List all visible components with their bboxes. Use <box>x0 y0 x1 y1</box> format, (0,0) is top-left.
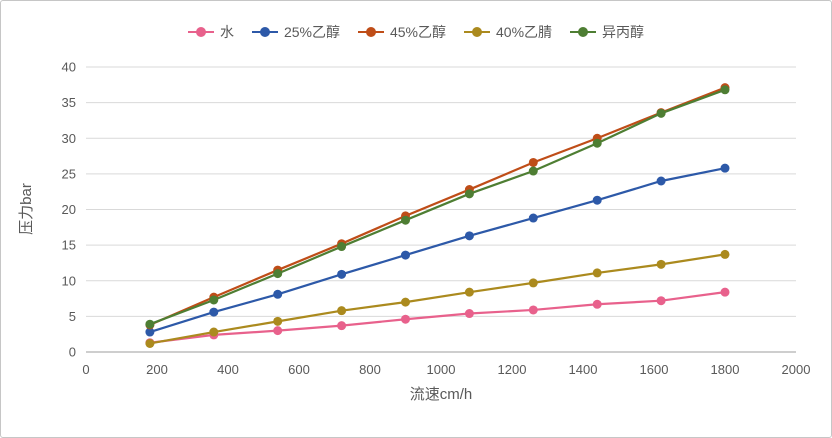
x-axis-label: 流速cm/h <box>410 386 473 403</box>
legend-marker-icon <box>464 27 491 37</box>
legend-label: 25%乙醇 <box>283 24 340 40</box>
data-point <box>401 215 410 225</box>
x-tick-label: 200 <box>146 362 168 377</box>
legend-label: 45%乙醇 <box>389 24 447 40</box>
data-point <box>720 249 730 259</box>
data-point <box>337 242 347 252</box>
data-point <box>528 157 538 167</box>
data-point <box>656 108 666 118</box>
data-point <box>273 269 283 279</box>
data-point <box>401 314 410 324</box>
data-point <box>273 316 283 326</box>
data-point <box>401 250 410 260</box>
data-point <box>720 163 730 173</box>
y-tick-label: 10 <box>62 273 76 288</box>
series-line <box>149 86 726 326</box>
data-point <box>592 195 602 205</box>
series-line <box>149 167 726 334</box>
y-tick-label: 30 <box>62 131 76 146</box>
legend-label: 40%乙腈 <box>496 24 553 40</box>
legend-marker-icon <box>187 27 214 37</box>
data-point <box>656 176 666 186</box>
x-tick-label: 800 <box>359 362 381 377</box>
data-point <box>720 85 730 95</box>
data-point <box>273 289 283 299</box>
series-line <box>149 291 726 344</box>
legend-item: 45%乙醇 <box>357 22 447 42</box>
x-tick-label: 1800 <box>711 362 740 377</box>
legend-item: 40%乙腈 <box>464 22 552 42</box>
data-point <box>145 327 155 337</box>
data-point <box>337 306 347 316</box>
y-tick-label: 40 <box>62 60 76 75</box>
data-point <box>592 138 602 148</box>
data-point <box>401 297 410 307</box>
legend-label: 水 <box>219 24 234 40</box>
data-point <box>145 319 155 329</box>
data-point <box>656 296 666 306</box>
data-point <box>528 278 538 288</box>
y-axis-label: 压力bar <box>18 183 35 235</box>
data-point <box>209 295 219 305</box>
legend: 水 25%乙醇 45%乙醇 40%乙腈 异丙醇 <box>1 1 831 47</box>
y-tick-label: 25 <box>62 166 76 181</box>
y-tick-label: 0 <box>69 345 76 360</box>
legend-item: 异丙醇 <box>570 22 644 42</box>
legend-marker-icon <box>357 27 384 37</box>
data-point <box>464 231 474 241</box>
data-point <box>145 338 155 348</box>
x-tick-label: 1200 <box>498 362 527 377</box>
x-tick-label: 1000 <box>427 362 456 377</box>
data-point <box>464 309 474 319</box>
data-point <box>656 259 666 269</box>
series-line <box>149 253 726 345</box>
y-tick-label: 35 <box>62 95 76 110</box>
legend-marker-icon <box>251 27 278 37</box>
x-tick-label: 1400 <box>569 362 598 377</box>
y-tick-label: 5 <box>69 309 76 324</box>
data-point <box>464 287 474 297</box>
legend-item: 25%乙醇 <box>251 22 340 42</box>
data-point <box>209 327 219 337</box>
data-point <box>528 213 538 223</box>
data-point <box>464 189 474 199</box>
data-point <box>273 326 283 336</box>
x-tick-label: 600 <box>288 362 310 377</box>
data-point <box>528 166 538 176</box>
data-point <box>209 307 219 317</box>
legend-marker-icon <box>570 27 597 37</box>
x-tick-label: 1600 <box>640 362 669 377</box>
data-point <box>528 305 538 315</box>
x-tick-label: 0 <box>82 362 89 377</box>
data-point <box>337 269 347 279</box>
data-point <box>592 268 602 278</box>
y-tick-label: 20 <box>62 202 76 217</box>
x-tick-label: 2000 <box>782 362 811 377</box>
data-point <box>592 299 602 309</box>
legend-item: 水 <box>187 22 234 42</box>
y-tick-label: 15 <box>62 238 76 253</box>
data-point <box>720 287 730 297</box>
data-point <box>337 321 347 331</box>
series-line <box>149 88 726 326</box>
legend-label: 异丙醇 <box>602 24 645 40</box>
x-tick-label: 400 <box>217 362 239 377</box>
